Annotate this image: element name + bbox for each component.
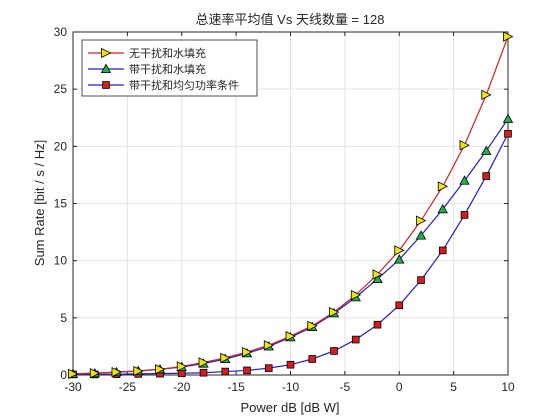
data-point [111,366,122,378]
data-point [155,364,166,375]
data-point [263,340,275,351]
data-point [285,330,296,342]
x-tick-label: -20 [173,380,191,394]
data-point [176,361,188,372]
data-point [373,320,382,329]
data-point [372,269,383,280]
legend-box [81,39,258,97]
y-tick-label: 20 [54,139,68,153]
data-point [264,364,273,372]
data-point [198,357,209,368]
y-tick-label: 30 [54,25,68,39]
data-point [329,306,340,318]
data-point [503,31,514,42]
x-tick-label: 0 [396,380,403,394]
data-point [89,368,101,379]
y-tick-label: 15 [54,197,68,211]
legend-entry-2: 带干扰和均匀功率条件 [88,78,239,92]
y-tick-label: 0 [60,368,67,382]
data-point [437,181,449,192]
x-tick-label: -10 [282,380,300,394]
data-point [242,346,253,358]
legend: 无干扰和水填充 带干扰和水填充 带干扰和均匀功率条件 [81,39,258,97]
chart-title: 总速率平均值 Vs 天线数量 = 128 [196,12,385,27]
data-point [101,47,112,59]
data-point [460,211,469,219]
data-point [308,355,317,363]
data-point [243,366,251,375]
data-point [416,215,427,226]
data-point [481,89,492,101]
data-point [394,254,405,264]
y-tick-label: 10 [54,254,68,268]
data-point [351,335,360,344]
data-point [68,368,79,380]
data-point [437,203,448,214]
series-0 [68,31,514,380]
data-point [286,360,295,369]
x-tick-label: -30 [64,380,82,394]
data-point [459,140,470,151]
x-tick-label: -25 [119,380,137,394]
data-point [100,63,112,73]
data-point [417,276,425,284]
data-point [102,81,110,89]
legend-label: 无干扰和水填充 [129,46,206,60]
data-point [415,230,427,240]
data-point [394,245,405,256]
data-point [438,246,447,255]
data-point [307,320,318,331]
series-layer [67,31,514,380]
x-tick-label: 5 [450,380,457,394]
data-point [133,365,144,377]
legend-entry-0: 无干扰和水填充 [88,46,206,60]
x-tick-label: -5 [340,380,351,394]
legend-marker [102,81,110,89]
x-tick-label: 10 [501,380,515,394]
x-axis-label: Power dB [dB W] [241,400,340,415]
legend-marker [101,47,112,59]
data-point [350,289,362,301]
y-axis-label: Sum Rate [bit / s / Hz] [32,140,47,266]
data-point [220,352,231,363]
data-point [395,301,404,310]
legend-label: 带干扰和均匀功率条件 [129,78,239,92]
x-tick-label: -15 [227,380,245,394]
data-point [330,347,338,355]
legend-marker [100,63,112,73]
y-tick-label: 5 [60,311,67,325]
data-point [502,113,514,123]
axis-ticks: -30 -25 -20 -15 -10 -5 0 5 10 0 5 10 15 20 25 30 [54,25,515,394]
y-tick-label: 25 [54,82,68,96]
data-point [504,129,512,138]
data-point [482,172,491,180]
data-point [372,273,383,283]
legend-entry-1: 带干扰和水填充 [88,62,206,76]
data-point [221,367,230,376]
data-point [199,368,208,377]
data-point [459,175,470,185]
data-point [481,145,492,155]
legend-label: 带干扰和水填充 [129,62,206,76]
